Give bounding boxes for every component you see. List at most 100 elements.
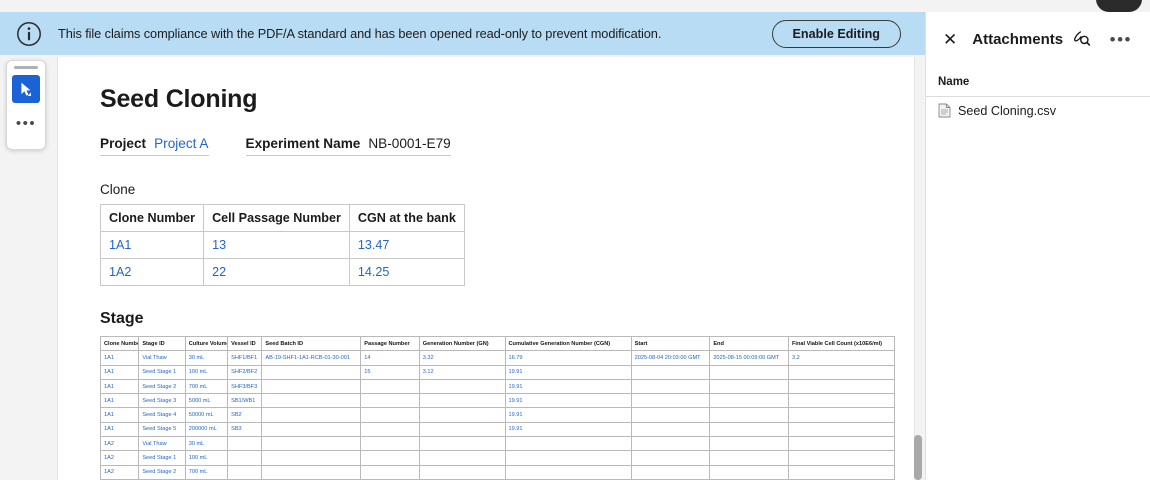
stage-cell[interactable] [261, 378, 362, 395]
stage-cell[interactable]: 5000 mL [184, 393, 229, 409]
stage-cell[interactable] [630, 407, 711, 423]
stage-cell[interactable] [630, 364, 711, 380]
viewer-scrollbar-thumb[interactable] [914, 435, 922, 480]
clone-cell[interactable]: 22 [203, 258, 350, 286]
stage-cell[interactable]: 19.91 [504, 378, 632, 395]
floating-tool-palette[interactable]: ••• [6, 60, 46, 150]
stage-cell[interactable]: 30 mL [184, 350, 229, 366]
stage-cell[interactable] [788, 436, 895, 452]
stage-cell[interactable] [630, 464, 711, 480]
stage-cell[interactable] [227, 464, 263, 480]
stage-cell[interactable] [418, 421, 506, 438]
stage-cell[interactable] [261, 436, 362, 452]
stage-cell[interactable]: AB-19-SHF1-1A1-RCB-01-30-001 [261, 350, 362, 366]
clone-cell[interactable]: 13 [203, 231, 350, 259]
stage-cell[interactable] [630, 393, 711, 409]
stage-cell[interactable]: 700 mL [184, 464, 229, 480]
stage-cell[interactable]: 1A2 [99, 464, 140, 480]
stage-cell[interactable]: SB1/WB1 [227, 393, 263, 409]
stage-cell[interactable]: Seed Stage 1 [138, 450, 186, 466]
stage-cell[interactable]: 19.91 [504, 393, 632, 409]
stage-cell[interactable] [418, 407, 506, 423]
stage-cell[interactable]: Vial Thaw [138, 436, 186, 452]
stage-cell[interactable] [360, 421, 420, 438]
stage-cell[interactable] [504, 464, 632, 480]
stage-cell[interactable]: 30 mL [184, 436, 229, 452]
stage-cell[interactable]: 3.12 [418, 364, 506, 380]
stage-cell[interactable]: Seed Stage 3 [138, 393, 186, 409]
stage-cell[interactable] [788, 421, 895, 438]
stage-cell[interactable] [261, 421, 362, 438]
stage-cell[interactable]: 1A1 [99, 393, 140, 409]
stage-cell[interactable] [360, 464, 420, 480]
stage-cell[interactable]: 1A1 [99, 407, 140, 423]
stage-cell[interactable] [788, 393, 895, 409]
stage-cell[interactable]: 50000 mL [184, 407, 229, 423]
clone-cell[interactable]: 1A1 [99, 231, 205, 259]
stage-cell[interactable]: 3.2 [788, 350, 895, 366]
stage-cell[interactable]: 19.91 [504, 364, 632, 380]
stage-cell[interactable] [709, 378, 789, 395]
stage-cell[interactable] [261, 393, 362, 409]
stage-cell[interactable] [630, 436, 711, 452]
stage-cell[interactable] [709, 464, 789, 480]
stage-cell[interactable] [788, 364, 895, 380]
stage-cell[interactable]: 3.32 [418, 350, 506, 366]
stage-cell[interactable]: 100 mL [184, 450, 229, 466]
cursor-select-tool-button[interactable] [12, 75, 40, 103]
stage-cell[interactable]: 1A2 [99, 436, 140, 452]
stage-cell[interactable]: 200000 mL [184, 421, 229, 438]
stage-cell[interactable] [261, 364, 362, 380]
stage-cell[interactable] [630, 421, 711, 438]
stage-cell[interactable]: SB2 [227, 407, 263, 423]
stage-cell[interactable]: SHF2/BF2 [227, 364, 263, 380]
stage-cell[interactable]: Seed Stage 4 [138, 407, 186, 423]
clone-cell[interactable]: 13.47 [348, 231, 465, 259]
list-item[interactable]: Seed Cloning.csv [926, 97, 1150, 124]
stage-cell[interactable]: Seed Stage 2 [138, 378, 186, 395]
stage-cell[interactable]: Seed Stage 1 [138, 364, 186, 380]
stage-cell[interactable] [788, 378, 895, 395]
stage-cell[interactable]: 2025-08-04 20:03:00 GMT [630, 350, 711, 366]
stage-cell[interactable] [360, 378, 420, 395]
close-icon[interactable]: ✕ [943, 29, 958, 49]
stage-cell[interactable] [709, 364, 789, 380]
stage-cell[interactable] [709, 450, 789, 466]
stage-cell[interactable]: 700 mL [184, 378, 229, 395]
stage-cell[interactable]: SB3 [227, 421, 263, 438]
stage-cell[interactable]: 15 [360, 364, 420, 380]
stage-cell[interactable]: SHF3/BF3 [227, 378, 263, 395]
stage-cell[interactable]: 1A1 [99, 350, 140, 366]
stage-cell[interactable]: 19.91 [504, 407, 632, 423]
stage-cell[interactable] [360, 407, 420, 423]
stage-cell[interactable] [360, 393, 420, 409]
stage-cell[interactable] [227, 436, 263, 452]
stage-cell[interactable] [504, 436, 632, 452]
clone-cell[interactable]: 14.25 [348, 258, 465, 286]
stage-cell[interactable]: 2025-08-15 00:09:00 GMT [709, 350, 789, 366]
stage-cell[interactable] [418, 464, 506, 480]
stage-cell[interactable] [418, 450, 506, 466]
stage-cell[interactable] [418, 378, 506, 395]
stage-cell[interactable] [709, 407, 789, 423]
stage-cell[interactable]: Seed Stage 5 [138, 421, 186, 438]
stage-cell[interactable]: 14 [360, 350, 420, 366]
stage-cell[interactable] [418, 436, 506, 452]
stage-cell[interactable] [630, 378, 711, 395]
meta-value-project[interactable]: Project A [154, 136, 209, 151]
palette-more-button[interactable]: ••• [15, 115, 37, 132]
stage-cell[interactable] [261, 464, 362, 480]
stage-cell[interactable]: SHF1/BF1 [227, 350, 263, 366]
stage-cell[interactable] [418, 393, 506, 409]
stage-cell[interactable]: 100 mL [184, 364, 229, 380]
stage-cell[interactable] [788, 464, 895, 480]
stage-cell[interactable] [709, 393, 789, 409]
stage-cell[interactable]: 19.91 [504, 421, 632, 438]
palette-drag-handle[interactable] [14, 66, 38, 69]
clone-cell[interactable]: 1A2 [99, 258, 205, 286]
stage-cell[interactable]: 1A1 [99, 378, 140, 395]
stage-cell[interactable]: Vial Thaw [138, 350, 186, 366]
attachments-more-button[interactable]: ••• [1109, 29, 1132, 49]
stage-cell[interactable] [360, 450, 420, 466]
stage-cell[interactable] [227, 450, 263, 466]
